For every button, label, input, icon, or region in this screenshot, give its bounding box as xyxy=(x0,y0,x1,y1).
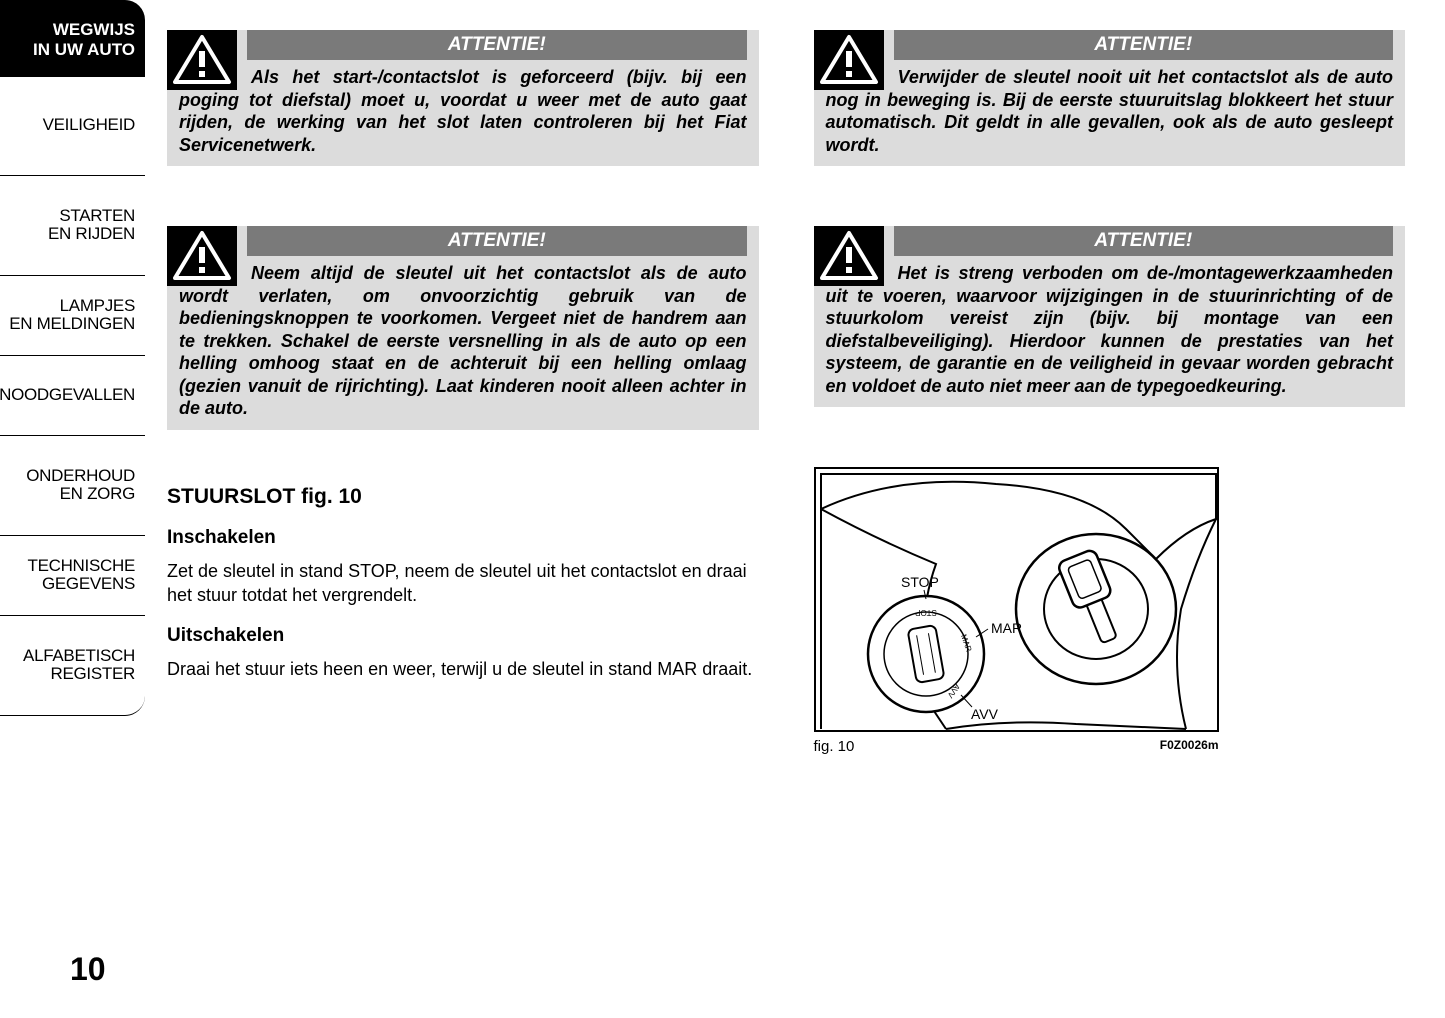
left-column: ATTENTIE! Als het start-/contactslot is … xyxy=(167,30,759,998)
right-column: ATTENTIE! Verwijder de sleutel nooit uit… xyxy=(814,30,1406,998)
body-inschakelen: Zet de sleutel in stand STOP, neem de sl… xyxy=(167,559,759,608)
warning-triangle-icon xyxy=(167,226,237,286)
warning-box-2: ATTENTIE! Neem altijd de sleutel uit het… xyxy=(167,226,759,430)
warning-text-1: Als het start-/contactslot is geforceerd… xyxy=(179,66,747,156)
figure-code: F0Z0026m xyxy=(1160,738,1219,755)
body-uitschakelen: Draai het stuur iets heen en weer, terwi… xyxy=(167,657,759,681)
svg-text:AVV: AVV xyxy=(971,706,999,722)
figure-block: STOP MAR AVV STOP MAR AVV fig. 10 xyxy=(814,467,1406,755)
sidebar-item-onderhoud[interactable]: ONDERHOUDEN ZORG xyxy=(0,436,145,536)
sidebar-item-lampjes[interactable]: LAMPJESEN MELDINGEN xyxy=(0,276,145,356)
warning-text-2: Neem altijd de sleutel uit het contactsl… xyxy=(179,262,747,420)
warning-header: ATTENTIE! xyxy=(247,30,747,60)
warning-triangle-icon xyxy=(167,30,237,90)
warning-triangle-icon xyxy=(814,226,884,286)
sidebar-item-alfabetisch[interactable]: ALFABETISCHREGISTER xyxy=(0,616,145,716)
sidebar-active-line1: WEGWIJS xyxy=(5,20,135,40)
warning-box-1: ATTENTIE! Als het start-/contactslot is … xyxy=(167,30,759,166)
subtitle-uitschakelen: Uitschakelen xyxy=(167,625,759,647)
sidebar-item-technische[interactable]: TECHNISCHEGEGEVENS xyxy=(0,536,145,616)
ignition-diagram-icon: STOP MAR AVV STOP MAR AVV xyxy=(816,469,1221,734)
warning-triangle-icon xyxy=(814,30,884,90)
svg-text:STOP: STOP xyxy=(915,608,937,617)
sidebar-active-item[interactable]: WEGWIJS IN UW AUTO xyxy=(0,0,145,76)
sidebar-item-veiligheid[interactable]: VEILIGHEID xyxy=(0,76,145,176)
content-area: ATTENTIE! Als het start-/contactslot is … xyxy=(145,0,1445,1018)
figure-10: STOP MAR AVV STOP MAR AVV xyxy=(814,467,1219,732)
warning-box-4: ATTENTIE! Het is streng verboden om de-/… xyxy=(814,226,1406,407)
page-number: 10 xyxy=(70,951,106,988)
subtitle-inschakelen: Inschakelen xyxy=(167,527,759,549)
warning-header: ATTENTIE! xyxy=(894,30,1394,60)
sidebar-active-line2: IN UW AUTO xyxy=(5,40,135,60)
page-container: WEGWIJS IN UW AUTO VEILIGHEID STARTENEN … xyxy=(0,0,1445,1018)
svg-text:STOP: STOP xyxy=(901,574,939,590)
sidebar-item-noodgevallen[interactable]: NOODGEVALLEN xyxy=(0,356,145,436)
warning-text-4: Het is streng verboden om de-/montagewer… xyxy=(826,262,1394,397)
sidebar-item-starten[interactable]: STARTENEN RIJDEN xyxy=(0,176,145,276)
svg-text:MAR: MAR xyxy=(991,620,1022,636)
warning-header: ATTENTIE! xyxy=(247,226,747,256)
sidebar-nav: WEGWIJS IN UW AUTO VEILIGHEID STARTENEN … xyxy=(0,0,145,1018)
warning-text-3: Verwijder de sleutel nooit uit het conta… xyxy=(826,66,1394,156)
section-title: STUURSLOT fig. 10 xyxy=(167,485,759,509)
figure-caption: fig. 10 xyxy=(814,738,855,755)
figure-caption-row: fig. 10 F0Z0026m xyxy=(814,738,1219,755)
warning-header: ATTENTIE! xyxy=(894,226,1394,256)
warning-box-3: ATTENTIE! Verwijder de sleutel nooit uit… xyxy=(814,30,1406,166)
stuurslot-section: STUURSLOT fig. 10 Inschakelen Zet de sle… xyxy=(167,485,759,700)
